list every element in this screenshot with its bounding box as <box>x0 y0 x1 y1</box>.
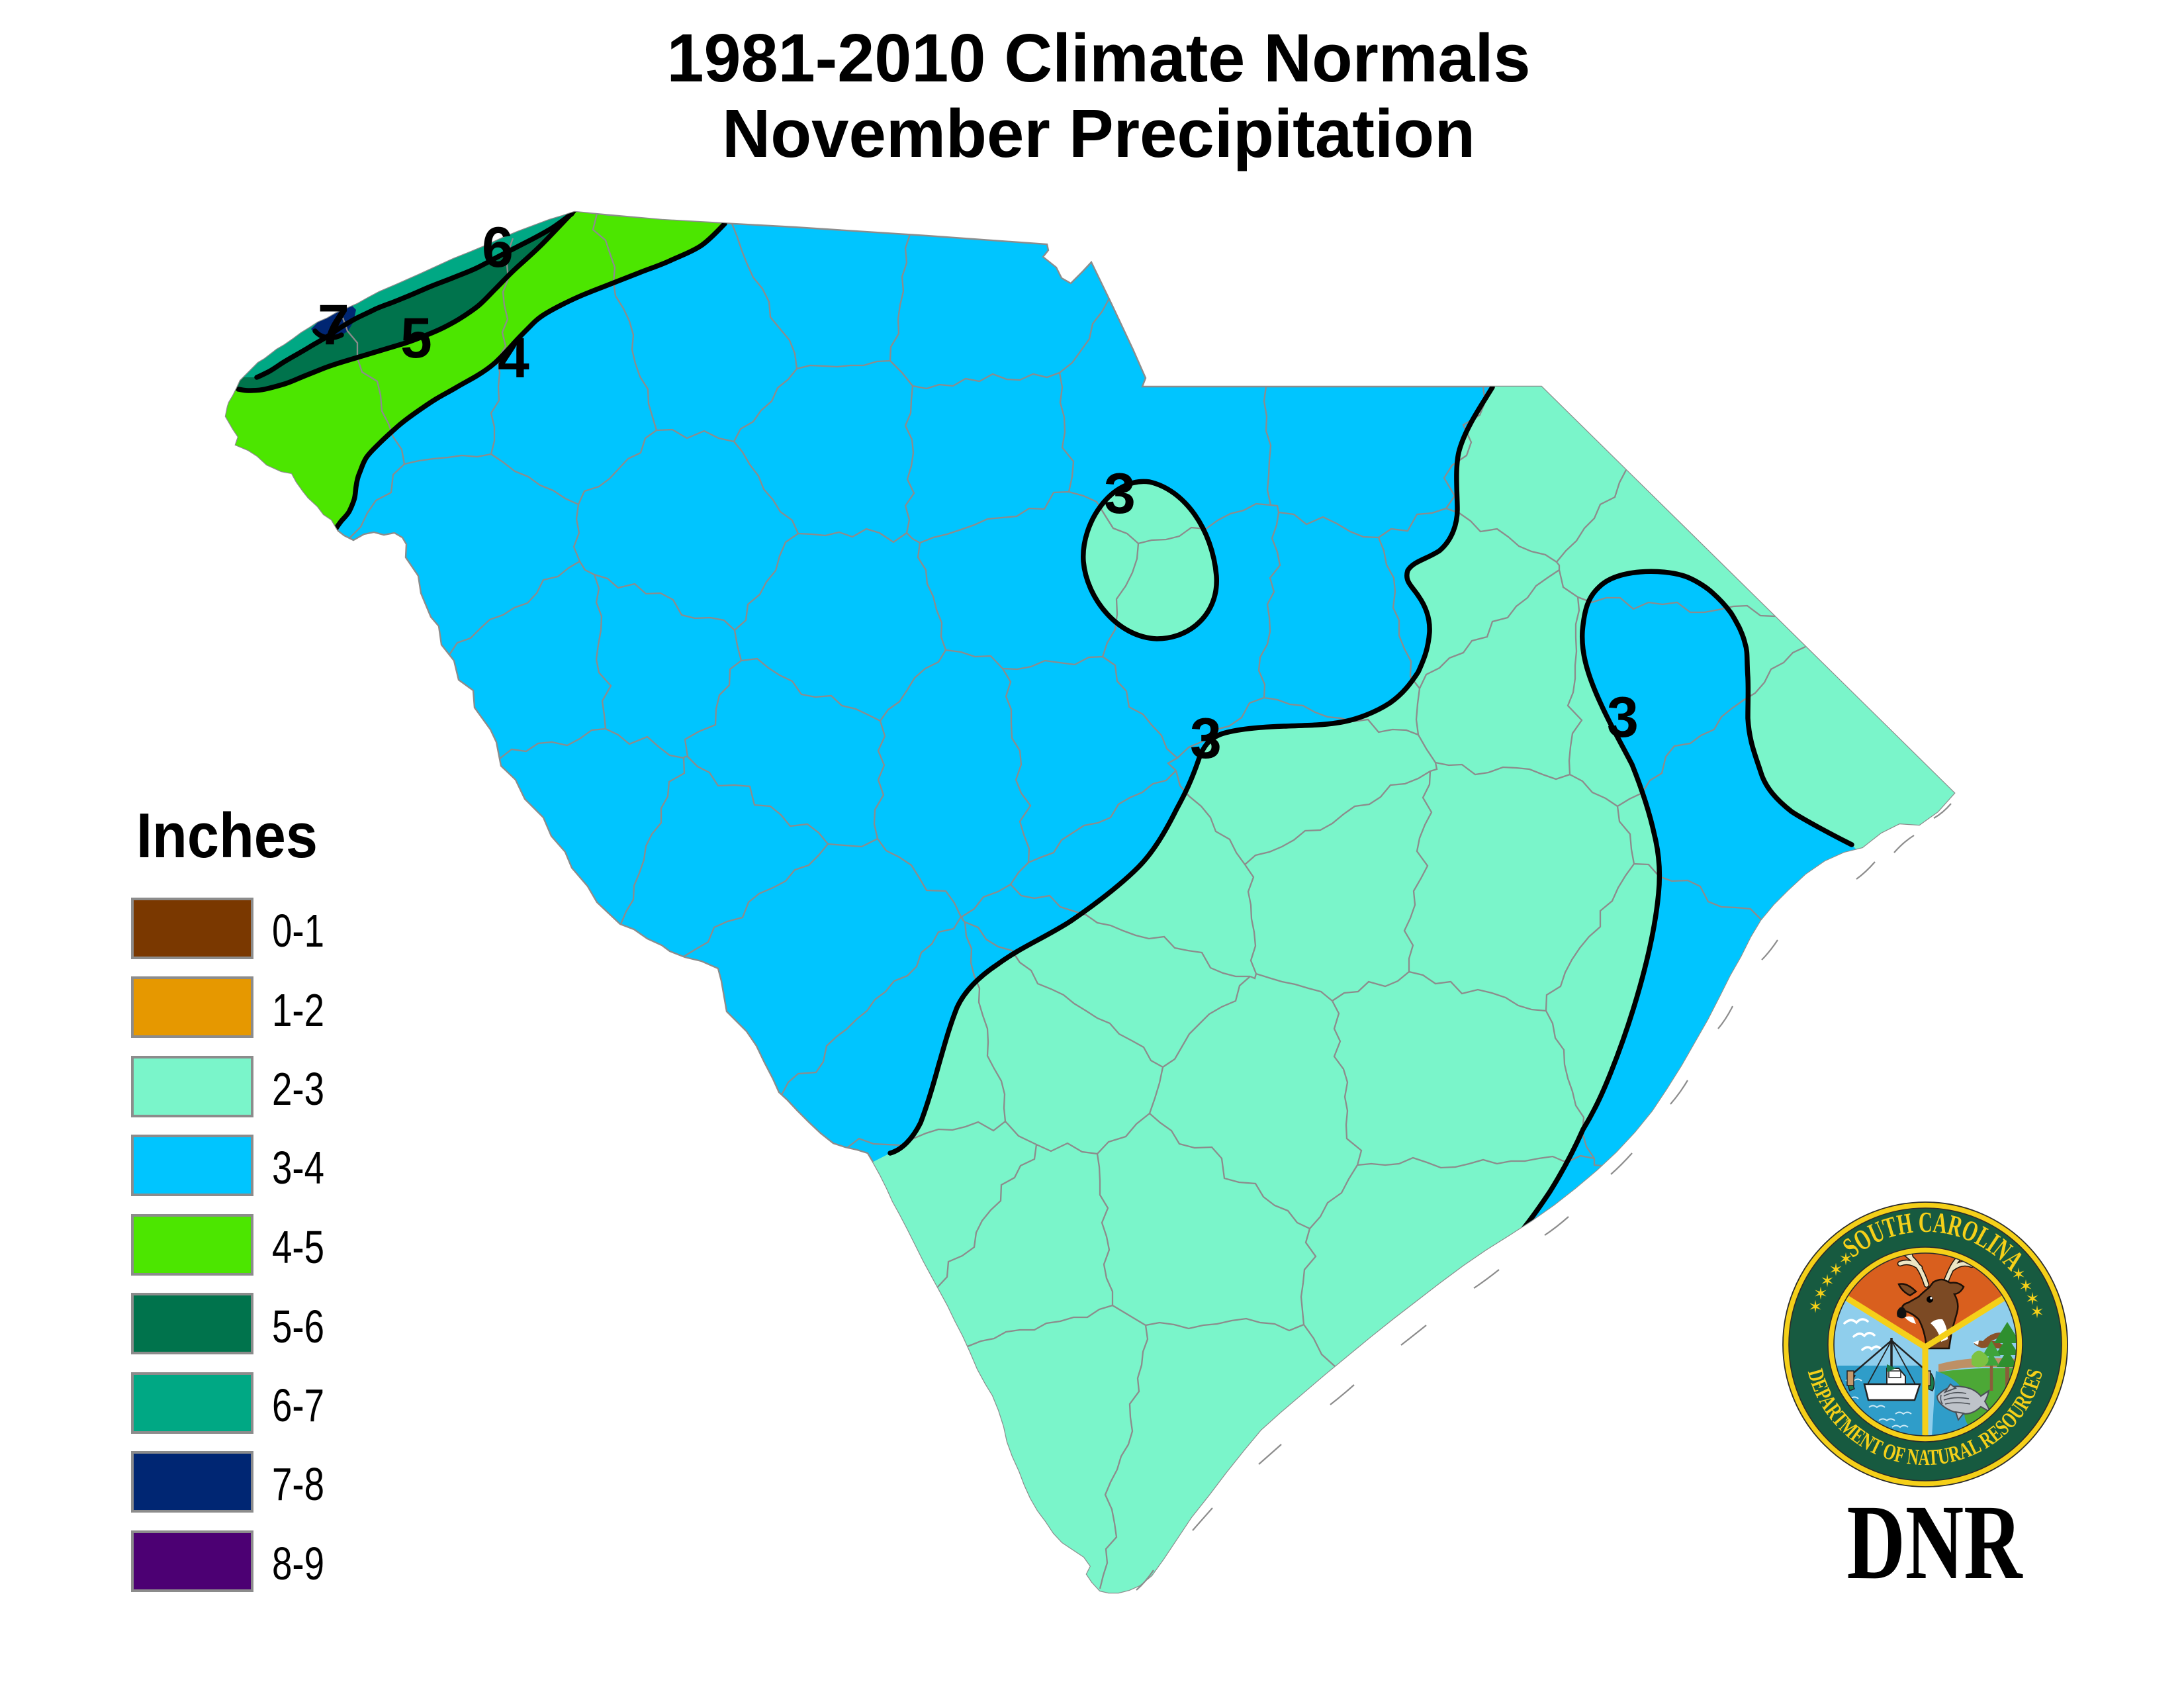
svg-text:DNR: DNR <box>1847 1483 2024 1602</box>
svg-text:1-2: 1-2 <box>272 984 324 1036</box>
svg-text:2-3: 2-3 <box>272 1063 324 1115</box>
svg-text:4-5: 4-5 <box>272 1221 324 1273</box>
svg-text:7: 7 <box>318 293 349 357</box>
svg-text:✶: ✶ <box>1820 1271 1835 1291</box>
svg-text:November Precipitation: November Precipitation <box>722 95 1475 171</box>
svg-text:3: 3 <box>1190 707 1222 771</box>
svg-text:8-9: 8-9 <box>272 1538 324 1589</box>
svg-text:3-4: 3-4 <box>272 1142 324 1194</box>
svg-text:✶: ✶ <box>2030 1302 2044 1322</box>
svg-text:✶: ✶ <box>1839 1249 1853 1269</box>
svg-text:4: 4 <box>498 326 529 390</box>
svg-text:✶: ✶ <box>2019 1276 2033 1296</box>
svg-text:3: 3 <box>1607 686 1639 749</box>
svg-text:✶: ✶ <box>1829 1260 1843 1280</box>
svg-text:7-8: 7-8 <box>272 1458 324 1510</box>
svg-text:1981-2010 Climate Normals: 1981-2010 Climate Normals <box>667 20 1531 96</box>
svg-text:6: 6 <box>482 216 514 279</box>
svg-text:Inches: Inches <box>136 800 318 871</box>
svg-text:6-7: 6-7 <box>272 1380 324 1431</box>
svg-text:5: 5 <box>400 306 432 370</box>
svg-text:✶: ✶ <box>2025 1289 2040 1309</box>
svg-text:✶: ✶ <box>1813 1284 1828 1303</box>
svg-text:✶: ✶ <box>2011 1264 2026 1284</box>
svg-text:5-6: 5-6 <box>272 1301 324 1352</box>
svg-text:3: 3 <box>1104 462 1136 526</box>
svg-text:0-1: 0-1 <box>272 905 324 957</box>
svg-text:✶: ✶ <box>1808 1297 1823 1317</box>
